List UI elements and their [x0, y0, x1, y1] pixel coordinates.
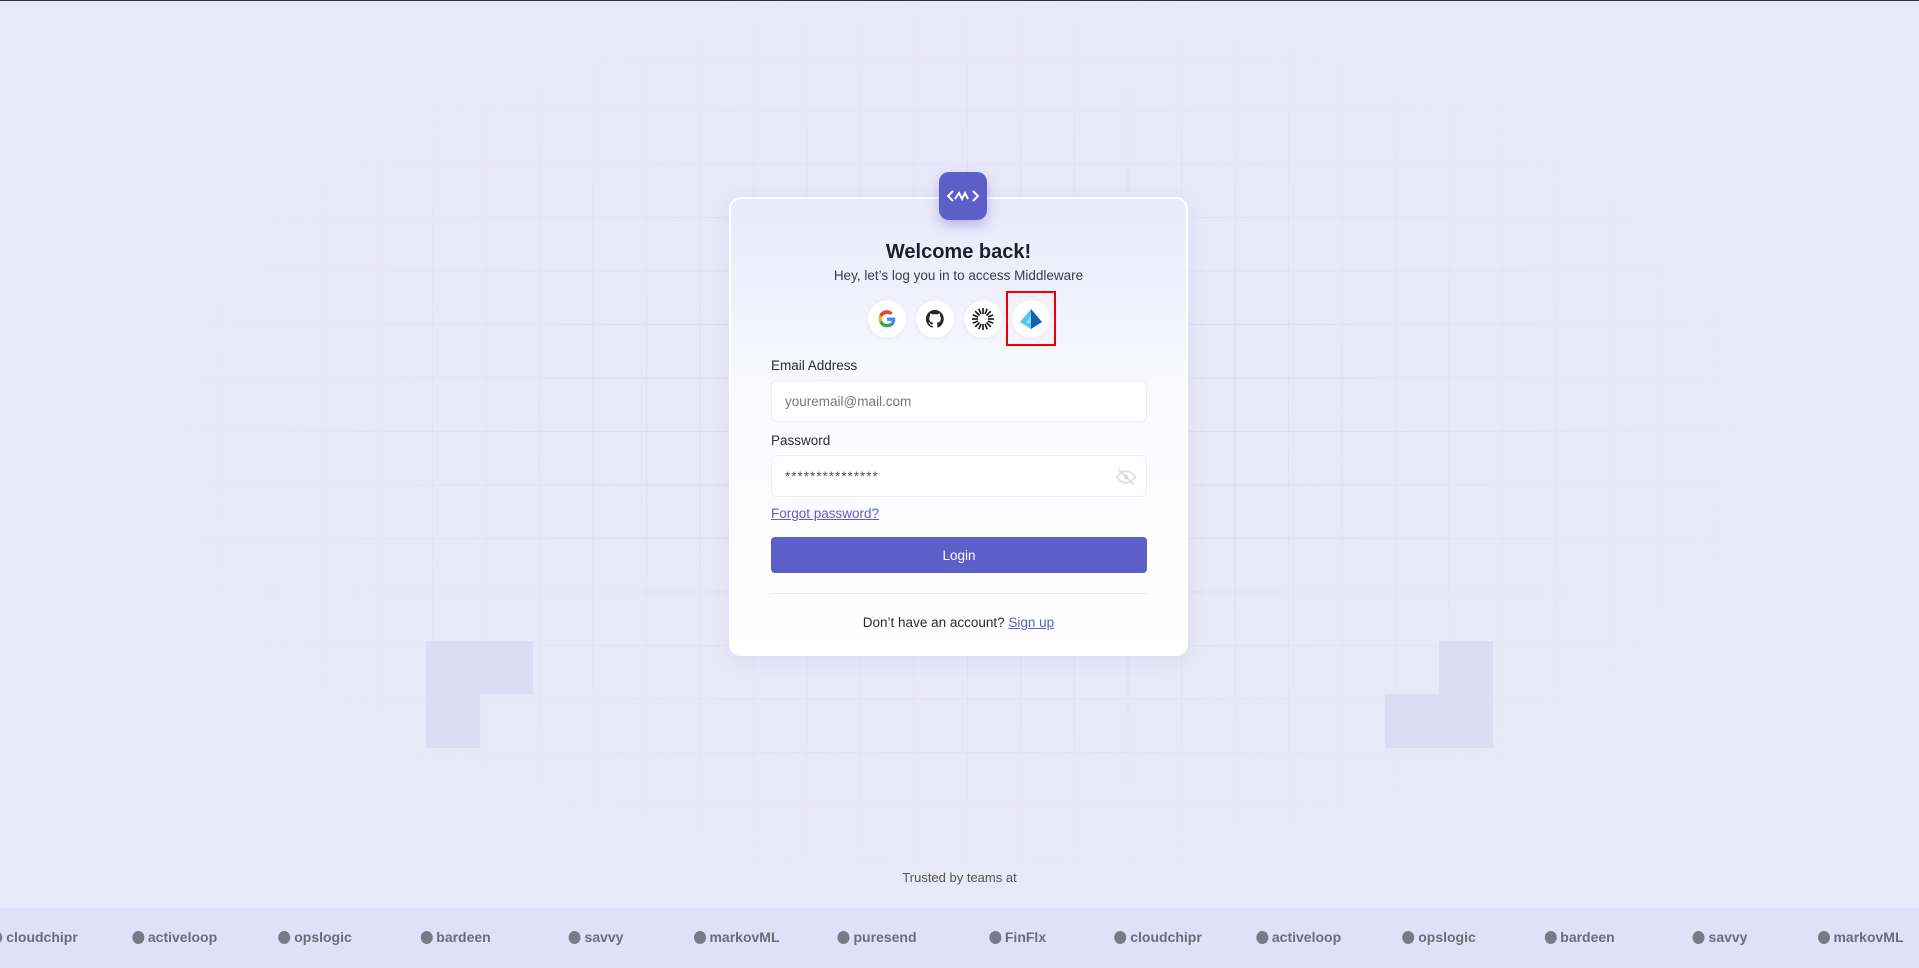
email-input[interactable]: youremail@mail.com: [771, 380, 1147, 422]
signup-link[interactable]: Sign up: [1008, 615, 1055, 630]
brand-icon: [1817, 930, 1830, 944]
brand-name: savvy: [584, 929, 624, 945]
brand-logo: FinFlx: [988, 929, 1047, 945]
google-icon: [878, 310, 896, 328]
brand-logo: opslogic: [1402, 929, 1476, 945]
background-block: [1439, 641, 1493, 748]
github-login-button[interactable]: [916, 300, 954, 338]
brand-logo: activeloop: [131, 929, 218, 945]
brand-logo: activeloop: [1255, 929, 1342, 945]
email-placeholder: youremail@mail.com: [785, 393, 912, 409]
brand-icon: [693, 930, 706, 944]
brand-name: FinFlx: [1004, 929, 1047, 945]
email-label: Email Address: [771, 358, 858, 373]
highlight-box: [1006, 291, 1056, 346]
brand-name: markovML: [1833, 929, 1904, 945]
brand-logo: opslogic: [278, 929, 352, 945]
trusted-by-label: Trusted by teams at: [902, 870, 1017, 885]
brand-icon: [988, 930, 1001, 944]
forgot-password-link[interactable]: Forgot password?: [771, 506, 880, 521]
sunburst-icon: [972, 308, 994, 330]
brand-icon: [1692, 930, 1705, 944]
brand-icon: [1544, 930, 1557, 944]
brand-name: puresend: [853, 929, 917, 945]
brand-icon: [1255, 930, 1268, 944]
brand-icon: [568, 930, 581, 944]
page-title: Welcome back!: [885, 241, 1032, 263]
login-card: [729, 197, 1188, 656]
brand-logo: bardeen: [1544, 929, 1615, 945]
brand-name: cloudchipr: [6, 929, 78, 945]
password-label: Password: [771, 433, 831, 448]
sso-login-button[interactable]: [964, 300, 1002, 338]
brand-name: savvy: [1708, 929, 1748, 945]
brand-name: activeloop: [1271, 929, 1342, 945]
azure-login-button[interactable]: [1012, 300, 1050, 338]
brand-name: cloudchipr: [1130, 929, 1202, 945]
brand-icon: [1402, 930, 1415, 944]
signup-prompt: Don’t have an account?: [862, 615, 1005, 630]
middleware-logo: [939, 172, 987, 220]
brand-icon: [278, 930, 291, 944]
page-subtitle: Hey, let’s log you in to access Middlewa…: [833, 268, 1084, 283]
brand-name: activeloop: [147, 929, 218, 945]
brand-icon: [837, 930, 850, 944]
background-block: [426, 641, 533, 694]
brand-logo: bardeen: [420, 929, 491, 945]
brand-logo: savvy: [1692, 929, 1748, 945]
google-login-button[interactable]: [868, 300, 906, 338]
password-value: ***************: [785, 468, 879, 484]
login-button[interactable]: Login: [771, 537, 1147, 573]
background-block: [426, 694, 480, 748]
signup-row: Don’t have an account? Sign up: [729, 615, 1188, 630]
brand-logo: puresend: [837, 929, 917, 945]
brand-name: opslogic: [1418, 929, 1476, 945]
brand-name: markovML: [709, 929, 780, 945]
brand-logo: cloudchipr: [1114, 929, 1202, 945]
brand-name: opslogic: [294, 929, 352, 945]
brand-icon: [0, 930, 3, 944]
brand-logo: cloudchipr: [0, 929, 78, 945]
password-input[interactable]: ***************: [771, 455, 1147, 497]
brand-icon: [131, 930, 144, 944]
github-icon: [925, 309, 944, 328]
brand-name: bardeen: [1560, 929, 1615, 945]
brand-icon: [420, 930, 433, 944]
brand-name: bardeen: [436, 929, 491, 945]
azure-icon: [1020, 309, 1042, 329]
eye-off-icon[interactable]: [1116, 468, 1136, 486]
background-block: [1385, 694, 1439, 748]
brand-logo: savvy: [568, 929, 624, 945]
divider: [771, 593, 1147, 594]
brand-icon: [1114, 930, 1127, 944]
brand-logo: markovML: [693, 929, 780, 945]
brand-logo-strip: cloudchipr activeloop opslogic bardeen savvy…: [0, 908, 1919, 968]
brand-logo: markovML: [1817, 929, 1904, 945]
